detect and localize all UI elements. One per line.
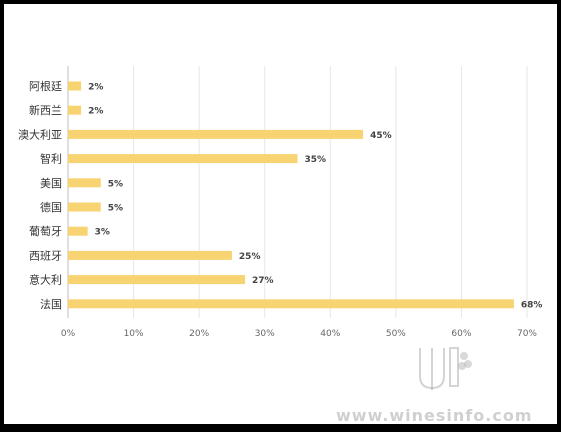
data-label: 45% <box>370 131 392 141</box>
x-tick-label: 20% <box>189 329 209 339</box>
bar <box>68 154 298 164</box>
category-label: 澳大利亚 <box>18 127 62 141</box>
winesinfo-logo-icon <box>419 347 472 390</box>
data-label: 25% <box>239 252 261 262</box>
bar <box>68 299 514 309</box>
data-label: 2% <box>88 107 103 117</box>
bar <box>68 275 246 285</box>
bar <box>68 129 364 139</box>
data-label: 27% <box>252 276 274 286</box>
bar <box>68 226 88 236</box>
bar <box>68 250 232 260</box>
bar <box>68 202 101 212</box>
x-tick-label: 30% <box>255 329 275 339</box>
category-label: 美国 <box>40 177 62 190</box>
bar <box>68 178 101 188</box>
x-tick-label: 70% <box>517 329 537 339</box>
x-tick-label: 40% <box>320 329 340 339</box>
data-label: 35% <box>305 155 327 165</box>
watermark-text: www.winesinfo.com <box>336 406 533 425</box>
x-tick-label: 0% <box>61 329 76 339</box>
x-tick-label: 10% <box>124 329 144 339</box>
data-label: 68% <box>521 300 543 310</box>
data-label: 2% <box>88 83 103 93</box>
bar-chart: 0% 10% 20% 30% 40% 50% 60% 70% 阿根廷 2% 新西兰 2% 澳大利亚 45%… <box>18 66 543 339</box>
bar <box>68 81 82 91</box>
category-label: 智利 <box>40 152 62 166</box>
data-label: 3% <box>95 228 110 238</box>
chart-frame: 0% 10% 20% 30% 40% 50% 60% 70% 阿根廷 2% 新西兰 2% 澳大利亚 45%… <box>4 4 557 425</box>
category-label: 新西兰 <box>29 103 62 117</box>
category-label: 西班牙 <box>29 249 62 262</box>
category-label: 阿根廷 <box>29 79 62 93</box>
category-label: 意大利 <box>29 273 62 287</box>
data-label: 5% <box>108 204 123 214</box>
category-label: 法国 <box>40 297 62 311</box>
category-label: 德国 <box>40 200 62 214</box>
x-tick-label: 60% <box>451 329 471 339</box>
x-tick-label: 50% <box>386 329 406 339</box>
category-label: 葡萄牙 <box>29 225 62 238</box>
bar <box>68 105 82 115</box>
data-label: 5% <box>108 179 123 189</box>
